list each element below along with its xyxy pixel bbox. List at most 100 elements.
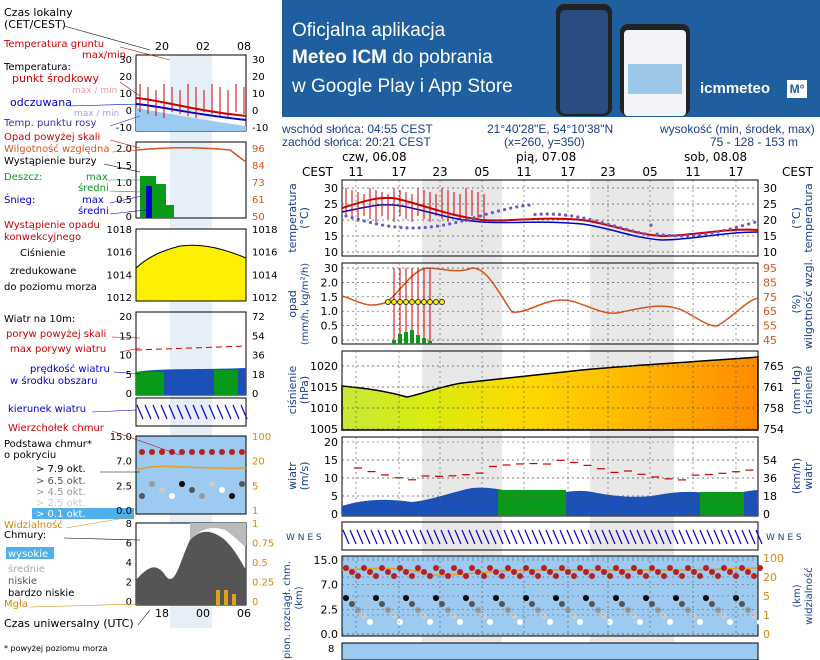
- clouds-title: Chmury:: [4, 530, 46, 541]
- storm-marker: [391, 299, 397, 305]
- direction-arrow: [650, 529, 658, 545]
- cloud-top-dot: [613, 565, 619, 571]
- legend-direction-arrow: [192, 404, 200, 420]
- direction-arrow: [601, 529, 609, 545]
- legend-temp-ticks-right: 30 20 10 0 -10: [252, 55, 268, 134]
- cl-ticks-l-1: 6: [126, 539, 132, 550]
- legend-clouds-ticks-right: 1 0.75 0.5 0.25 0: [252, 519, 274, 608]
- axis-tick: 765: [763, 360, 784, 373]
- legend-cloud-dot: [239, 449, 245, 455]
- dew-dot: [478, 214, 482, 218]
- direction-arrow: [559, 529, 567, 545]
- dew-dot: [484, 212, 488, 216]
- dew-dot: [545, 212, 549, 216]
- cloud-top-dot: [697, 573, 703, 579]
- axis-tick: 0: [763, 508, 770, 521]
- cloud-top-dot: [421, 569, 427, 575]
- rain-bar: [428, 341, 432, 344]
- wind-title: Wiatr na 10m:: [4, 314, 75, 325]
- axis-tick: 0.5: [321, 320, 339, 333]
- cloud-top-dot: [751, 573, 757, 579]
- dew-dot: [612, 224, 616, 228]
- axis-tick: 758: [763, 402, 784, 415]
- direction-arrow: [706, 529, 714, 545]
- clouds-vlow-label: bardzo niskie: [8, 588, 74, 599]
- legend-wind-green-2: [214, 370, 238, 395]
- cloud-base-dot: [643, 595, 649, 601]
- local-time-label: Czas lokalny (CET/CEST): [4, 6, 73, 31]
- legend-cloud-dot: [139, 493, 145, 499]
- storm-markers: [385, 299, 445, 305]
- cloud-base-dot: [757, 619, 763, 625]
- cest-right: CEST: [782, 165, 814, 179]
- dew-dot: [631, 229, 635, 233]
- temp-axis-label: temperatura: [286, 183, 299, 252]
- direction-arrow: [468, 529, 476, 545]
- dew-dot: [564, 213, 568, 217]
- cloud-top-dot: [343, 565, 349, 571]
- storm-marker: [397, 299, 403, 305]
- legend-rain-bar-3: [166, 205, 174, 218]
- cloud-top-dot: [745, 569, 751, 575]
- visibility-label: Widzialność: [4, 519, 63, 531]
- humidity-axis-unit: (%): [790, 294, 803, 313]
- dew-dot: [747, 222, 751, 226]
- direction-arrow: [419, 529, 427, 545]
- cloud-base-dot: [577, 619, 583, 625]
- direction-arrow: [636, 529, 644, 545]
- temp-axis-label-r: temperatura: [802, 183, 815, 252]
- precip-axis-unit: (mm/h, kg/m²/h): [300, 263, 311, 345]
- direction-arrow: [482, 529, 490, 545]
- axis-tick: 754: [763, 423, 784, 436]
- cloud-base-dot: [673, 595, 679, 601]
- dew-dot: [472, 216, 476, 220]
- rain-mid-label: średni: [78, 182, 109, 194]
- legend-direction-arrows: [136, 404, 248, 420]
- utc-tick-00: 00: [196, 607, 210, 620]
- legend-direction-arrow: [152, 404, 160, 420]
- hour-label-0: 11: [348, 165, 363, 179]
- dew-dot: [588, 217, 592, 222]
- cloud-top-dot: [409, 573, 415, 579]
- direction-arrow: [755, 529, 763, 545]
- axis-tick: 2.5: [321, 603, 339, 616]
- cloud-top-dot: [661, 573, 667, 579]
- axis-tick: 45: [763, 334, 777, 347]
- storm-label: Wystąpienie burzy: [4, 156, 97, 167]
- pres-ticks-r-1: 1016: [252, 248, 277, 259]
- cl-ticks-r-2: 0.5: [252, 558, 268, 569]
- cloud-base-dot: [433, 595, 439, 601]
- icmmeteo-logo-badge: M°: [787, 80, 807, 98]
- legend-cloud-dot: [149, 449, 155, 455]
- pres-ticks-r-2: 1014: [252, 270, 277, 281]
- dew-dot: [527, 203, 531, 207]
- dew-dot: [637, 230, 641, 235]
- cloud-top-dot: [403, 569, 409, 575]
- clouds-panel-top: [341, 642, 759, 660]
- axis-tick: 10: [763, 246, 777, 259]
- precip-ticks-r-3: 61: [252, 195, 265, 206]
- dew-dot: [442, 223, 446, 227]
- legend-temp-ticks-left: 30 20 10 0 -10: [116, 55, 132, 134]
- precip-axis-label: opad: [286, 290, 299, 317]
- axis-tick: 1005: [310, 423, 338, 436]
- cloud-top-dot: [517, 573, 523, 579]
- cloud-base-dot: [397, 619, 403, 625]
- precip-ticks-r-0: 96: [252, 144, 265, 155]
- cloud-base-dot: [697, 619, 703, 625]
- axis-tick: 1: [763, 609, 770, 622]
- cloud-top-dot: [643, 573, 649, 579]
- cloud-top-dot: [463, 573, 469, 579]
- cloud-base-dot: [745, 607, 751, 613]
- legend-cloud-dot: [179, 449, 185, 455]
- cloud-top-dot: [589, 573, 595, 579]
- app-promo-banner[interactable]: Oficjalna aplikacja Meteo ICM do pobrani…: [282, 0, 820, 117]
- dew-point-dots: [344, 203, 757, 238]
- icmmeteo-logo: icmmeteo: [700, 80, 771, 97]
- cloud-top-dot: [667, 565, 673, 571]
- legend-cloudbase-ticks-left: 15.0 7.0 2.5 0.0: [110, 432, 132, 517]
- direction-arrow: [608, 529, 616, 545]
- main-axis-ticks: 30252015103025201510302.01.51.00.5095857…: [310, 180, 784, 641]
- cloud-top-dot: [721, 565, 727, 571]
- legend-cloud-dot: [159, 487, 165, 493]
